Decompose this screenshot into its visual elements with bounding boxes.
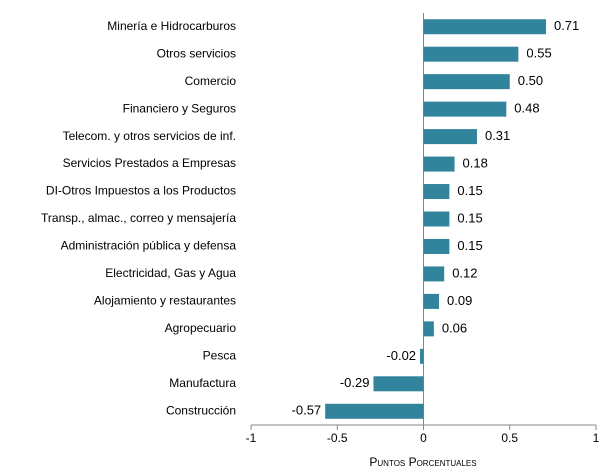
x-axis-title: Puntos Porcentuales xyxy=(369,455,476,469)
y-tick-label: Manufactura xyxy=(169,376,236,390)
bar xyxy=(423,156,455,172)
bar xyxy=(423,19,546,35)
bar xyxy=(423,266,445,282)
x-tick-label: 1 xyxy=(593,431,600,445)
bar xyxy=(423,293,440,309)
y-tick-label: Financiero y Seguros xyxy=(123,101,236,115)
value-label: 0.71 xyxy=(554,18,579,33)
value-label: -0.57 xyxy=(292,403,322,418)
value-label: -0.29 xyxy=(340,375,370,390)
bar xyxy=(423,46,519,62)
bar xyxy=(420,348,424,364)
y-tick-label: Minería e Hidrocarburos xyxy=(107,19,236,33)
y-tick-label: Comercio xyxy=(185,74,237,88)
value-label: 0.12 xyxy=(452,265,477,280)
value-label: 0.50 xyxy=(518,73,543,88)
value-label: 0.31 xyxy=(485,128,510,143)
bar xyxy=(423,129,477,145)
bar xyxy=(423,184,450,200)
value-label: 0.55 xyxy=(526,46,551,61)
x-tick-label: -1 xyxy=(246,431,257,445)
y-tick-label: Telecom. y otros servicios de inf. xyxy=(63,129,236,143)
bar xyxy=(325,403,424,419)
value-label: 0.18 xyxy=(463,156,488,171)
value-label: -0.02 xyxy=(386,348,416,363)
y-tick-label: Alojamiento y restaurantes xyxy=(94,294,236,308)
bar xyxy=(423,74,510,90)
value-label: 0.15 xyxy=(457,183,482,198)
x-tick-label: 0 xyxy=(420,431,427,445)
y-tick-label: Administración pública y defensa xyxy=(61,239,237,253)
y-tick-label: Transp., almac., correo y mensajería xyxy=(41,211,236,225)
value-label: 0.15 xyxy=(457,210,482,225)
y-tick-label: Electricidad, Gas y Agua xyxy=(105,266,236,280)
bar xyxy=(373,376,424,392)
x-tick-label: 0.5 xyxy=(501,431,518,445)
bar xyxy=(423,321,434,337)
value-label: 0.15 xyxy=(457,238,482,253)
bar xyxy=(423,238,450,254)
value-label: 0.09 xyxy=(447,293,472,308)
bar xyxy=(423,211,450,227)
y-tick-label: Otros servicios xyxy=(157,46,236,60)
y-tick-label: Servicios Prestados a Empresas xyxy=(63,156,236,170)
x-tick-label: -0.5 xyxy=(327,431,348,445)
bar xyxy=(423,101,507,117)
y-tick-label: Agropecuario xyxy=(165,321,237,335)
y-tick-label: Construcción xyxy=(166,403,236,417)
value-label: 0.48 xyxy=(514,101,539,116)
y-tick-label: DI-Otros Impuestos a los Productos xyxy=(46,184,236,198)
value-label: 0.06 xyxy=(442,320,467,335)
y-tick-label: Pesca xyxy=(203,349,237,363)
